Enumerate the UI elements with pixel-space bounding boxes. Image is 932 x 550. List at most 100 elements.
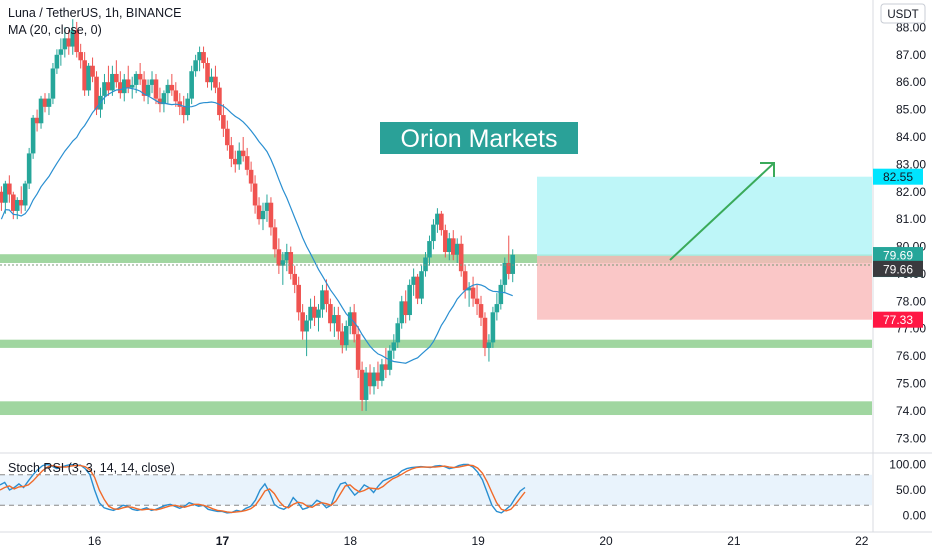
candle bbox=[38, 95, 44, 129]
candle bbox=[332, 306, 337, 337]
candle bbox=[66, 30, 72, 55]
candle-body bbox=[431, 224, 436, 242]
candle-body bbox=[363, 372, 369, 400]
candle-body bbox=[62, 38, 68, 50]
candle-body bbox=[70, 30, 76, 47]
candle-body bbox=[66, 38, 72, 47]
price-tick-label: 76.00 bbox=[896, 349, 926, 363]
currency-badge[interactable] bbox=[880, 3, 926, 24]
candle-body bbox=[157, 98, 163, 105]
rsi-k-line bbox=[0, 463, 526, 514]
candle-body bbox=[280, 260, 286, 266]
candle-body bbox=[379, 364, 385, 381]
candle-body bbox=[423, 257, 428, 272]
candle-body bbox=[94, 76, 99, 110]
candle bbox=[439, 210, 444, 236]
candle bbox=[161, 90, 167, 113]
candle bbox=[248, 161, 254, 192]
candle bbox=[284, 243, 290, 272]
candle bbox=[312, 295, 317, 326]
candle bbox=[62, 27, 68, 58]
candle-body bbox=[153, 79, 159, 99]
candle bbox=[510, 249, 516, 283]
price-tick-label: 85.00 bbox=[896, 103, 926, 117]
candle bbox=[490, 306, 496, 348]
candle-body bbox=[288, 252, 294, 274]
time-axis[interactable]: 16 17 18 19 20 21 22 bbox=[88, 534, 869, 548]
candle-body bbox=[173, 90, 179, 102]
candle bbox=[324, 279, 329, 313]
candle-body bbox=[320, 290, 325, 310]
candle-body bbox=[78, 52, 83, 61]
candle-body bbox=[14, 199, 20, 211]
candle bbox=[137, 63, 143, 85]
candle-body bbox=[355, 334, 361, 370]
ma-legend: MA (20, close, 0) bbox=[8, 23, 102, 37]
candle bbox=[280, 252, 286, 285]
time-tick-label: 16 bbox=[88, 534, 102, 548]
stop-price-label: 77.33 bbox=[883, 313, 913, 327]
price-tick-label: 86.00 bbox=[896, 75, 926, 89]
candle-body bbox=[54, 54, 60, 69]
stop-price-label-bg bbox=[873, 311, 923, 328]
candle-body bbox=[272, 227, 278, 250]
candle bbox=[90, 57, 95, 83]
candle-body bbox=[403, 301, 408, 316]
support-zone-1 bbox=[0, 339, 872, 348]
candle-body bbox=[435, 213, 440, 225]
candle-body bbox=[498, 284, 504, 305]
candle-body bbox=[189, 71, 194, 99]
candle-body bbox=[454, 243, 460, 255]
candle-body bbox=[407, 284, 412, 316]
price-tick-label: 81.00 bbox=[896, 212, 926, 226]
candle bbox=[58, 38, 64, 66]
candle bbox=[145, 79, 151, 105]
candle bbox=[153, 73, 159, 105]
candle-body bbox=[478, 304, 484, 318]
candle-body bbox=[324, 290, 329, 305]
candle bbox=[0, 186, 4, 211]
candle-body bbox=[42, 98, 48, 107]
long-position-tool[interactable] bbox=[537, 176, 872, 320]
time-tick-label: 18 bbox=[344, 534, 358, 548]
support-zones bbox=[0, 254, 872, 416]
candle bbox=[165, 79, 171, 105]
candle-body bbox=[106, 82, 111, 91]
candlesticks bbox=[0, 19, 516, 411]
candle bbox=[193, 54, 198, 77]
candle-body bbox=[145, 84, 151, 96]
candle bbox=[339, 323, 345, 354]
candle bbox=[458, 235, 464, 277]
candle-body bbox=[427, 241, 432, 258]
candle bbox=[379, 358, 385, 387]
candle-body bbox=[30, 117, 36, 154]
candle bbox=[106, 65, 111, 96]
candle-body bbox=[339, 331, 345, 346]
candle-body bbox=[308, 306, 313, 321]
candle bbox=[494, 293, 500, 321]
candle-body bbox=[193, 60, 198, 72]
candle-body bbox=[90, 65, 95, 77]
price-tick-label: 73.00 bbox=[896, 431, 926, 445]
candle bbox=[474, 284, 480, 316]
candle-body bbox=[482, 317, 488, 348]
rsi-axis[interactable]: 100.00 50.00 0.00 bbox=[889, 458, 926, 523]
rsi-tick-label: 0.00 bbox=[903, 508, 927, 522]
candle-body bbox=[248, 169, 254, 184]
candle-body bbox=[474, 298, 480, 305]
candle-body bbox=[50, 68, 56, 99]
symbol-line: Luna / TetherUS, 1h, BINANCE bbox=[8, 6, 181, 20]
candle-body bbox=[240, 150, 246, 157]
candle-body bbox=[0, 191, 4, 203]
candle bbox=[320, 284, 325, 318]
candle-body bbox=[118, 82, 123, 94]
candle-body bbox=[252, 183, 258, 206]
candle-body bbox=[371, 372, 377, 387]
forecast-arrow[interactable] bbox=[669, 162, 775, 261]
candle-body bbox=[177, 101, 183, 107]
candle bbox=[110, 65, 115, 96]
candle-body bbox=[129, 84, 135, 88]
price-tick-label: 88.00 bbox=[896, 20, 926, 34]
candle-body bbox=[284, 252, 290, 261]
